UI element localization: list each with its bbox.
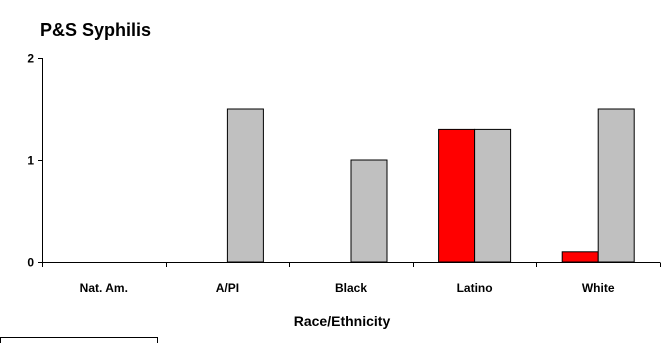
- bar-gray-3: [474, 128, 512, 263]
- x-tick-label: A/PI: [216, 281, 239, 295]
- y-axis: 0 1 2: [27, 52, 43, 270]
- bar-gray-4: [597, 108, 635, 263]
- x-tick-label: White: [582, 281, 615, 295]
- x-tick-label: Black: [335, 281, 367, 295]
- bars: [226, 108, 635, 263]
- y-tick-label: 0: [27, 256, 34, 270]
- bar-gray-1: [226, 108, 264, 263]
- chart-title: P&S Syphilis: [40, 20, 151, 40]
- x-axis-title: Race/Ethnicity: [294, 313, 391, 329]
- x-tick-label: Latino: [457, 281, 493, 295]
- y-tick-label: 1: [27, 154, 34, 168]
- x-axis: Nat. Am. A/PI Black Latino White: [42, 262, 661, 295]
- legend-box: [0, 337, 158, 343]
- bar-red-3: [438, 128, 476, 263]
- x-tick-label: Nat. Am.: [80, 281, 128, 295]
- bar-red-4: [561, 251, 599, 263]
- y-tick-label: 2: [27, 52, 34, 66]
- bar-gray-2: [350, 159, 388, 263]
